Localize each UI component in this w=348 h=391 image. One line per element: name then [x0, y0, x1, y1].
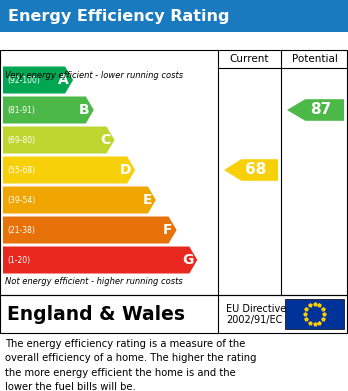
Text: E: E — [142, 193, 152, 207]
Text: England & Wales: England & Wales — [7, 305, 185, 323]
Bar — [0, 50, 347, 295]
Text: 2002/91/EC: 2002/91/EC — [226, 315, 282, 325]
Polygon shape — [3, 127, 114, 154]
Polygon shape — [3, 156, 135, 183]
Bar — [0, 295, 347, 333]
Text: EU Directive: EU Directive — [226, 304, 286, 314]
Text: (81-91): (81-91) — [7, 106, 35, 115]
Text: D: D — [120, 163, 131, 177]
Text: B: B — [79, 103, 90, 117]
Text: (92-100): (92-100) — [7, 75, 40, 84]
Polygon shape — [3, 187, 156, 213]
Text: 87: 87 — [310, 102, 331, 118]
Text: (39-54): (39-54) — [7, 196, 35, 204]
Text: A: A — [58, 73, 69, 87]
Text: (55-68): (55-68) — [7, 165, 35, 174]
Text: (21-38): (21-38) — [7, 226, 35, 235]
Text: Energy Efficiency Rating: Energy Efficiency Rating — [8, 9, 229, 23]
Polygon shape — [3, 97, 94, 124]
Text: 68: 68 — [245, 163, 267, 178]
Text: C: C — [100, 133, 111, 147]
Text: F: F — [163, 223, 173, 237]
Polygon shape — [3, 217, 176, 244]
Text: (1-20): (1-20) — [7, 255, 30, 264]
Polygon shape — [224, 159, 278, 181]
Polygon shape — [3, 66, 73, 93]
Polygon shape — [287, 99, 344, 121]
Text: Potential: Potential — [292, 54, 338, 64]
Bar — [0, 0, 348, 32]
Bar — [285, 299, 344, 329]
Text: Current: Current — [230, 54, 269, 64]
Text: G: G — [182, 253, 193, 267]
Polygon shape — [3, 246, 197, 273]
Text: Not energy efficient - higher running costs: Not energy efficient - higher running co… — [5, 277, 183, 286]
Text: Very energy efficient - lower running costs: Very energy efficient - lower running co… — [5, 71, 183, 80]
Text: The energy efficiency rating is a measure of the
overall efficiency of a home. T: The energy efficiency rating is a measur… — [5, 339, 256, 391]
Text: (69-80): (69-80) — [7, 136, 35, 145]
